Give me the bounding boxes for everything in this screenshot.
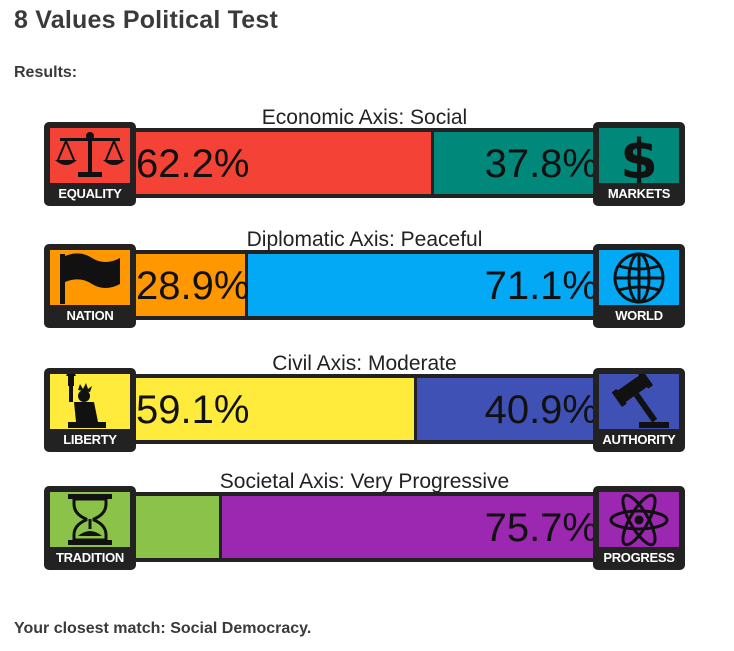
icon-label: WORLD	[615, 308, 663, 323]
icon-label: PROGRESS	[603, 550, 675, 565]
right-percent: 37.8%	[484, 142, 598, 186]
icon-label: NATION	[66, 308, 114, 323]
right-segment	[220, 496, 645, 558]
bar-divider	[431, 132, 435, 194]
scales-icon	[50, 128, 130, 183]
left-percent: 59.1%	[136, 388, 250, 432]
right-segment	[246, 254, 645, 316]
icon-label: MARKETS	[607, 186, 671, 201]
right-percent: 40.9%	[484, 388, 598, 432]
right-percent: 75.7%	[484, 506, 598, 550]
hourglass-icon	[50, 492, 130, 547]
equality-badge: EQUALITY	[44, 122, 136, 206]
bar-divider	[414, 378, 418, 440]
right-percent: 71.1%	[484, 264, 598, 308]
axis-bar: 28.9% 71.1%	[84, 250, 645, 320]
axis-title: Civil Axis: Moderate	[272, 352, 457, 375]
icon-label: EQUALITY	[58, 186, 122, 201]
tradition-badge: TRADITION	[44, 486, 136, 570]
page-title: 8 Values Political Test	[14, 6, 278, 34]
liberty-badge: LIBERTY	[44, 368, 136, 452]
axis-diplomatic: Diplomatic Axis: Peaceful 28.9% 71.1% NA…	[44, 228, 685, 354]
left-segment	[84, 132, 433, 194]
world-badge: WORLD	[593, 244, 685, 328]
icon-label: AUTHORITY	[602, 432, 676, 447]
axis-bar: 62.2% 37.8%	[84, 128, 645, 198]
icon-label: TRADITION	[55, 550, 125, 565]
gavel-icon	[599, 374, 679, 429]
bar-divider	[244, 254, 248, 316]
left-percent: 62.2%	[136, 142, 250, 186]
axis-bar: 59.1% 40.9%	[84, 374, 645, 444]
axis-societal: Societal Axis: Very Progressive 75.7% TR…	[44, 470, 685, 596]
bar-divider	[218, 496, 222, 558]
dollar-icon: $	[599, 128, 679, 183]
atom-icon	[599, 492, 679, 547]
globe-icon	[599, 250, 679, 305]
results-label: Results:	[14, 64, 78, 81]
axis-economic: Economic Axis: Social 62.2% 37.8% EQUALI…	[44, 106, 685, 232]
statue-of-liberty-icon	[50, 374, 130, 429]
axis-title: Societal Axis: Very Progressive	[219, 470, 510, 493]
authority-badge: AUTHORITY	[593, 368, 685, 452]
axis-title: Economic Axis: Social	[261, 106, 468, 129]
left-percent: 28.9%	[136, 264, 250, 308]
axis-bar: 75.7%	[84, 492, 645, 562]
nation-badge: NATION	[44, 244, 136, 328]
markets-badge: $ MARKETS	[593, 122, 685, 206]
closest-match: Your closest match: Social Democracy.	[14, 620, 312, 637]
flag-icon	[50, 250, 130, 305]
svg-text:$: $	[620, 128, 658, 183]
progress-badge: PROGRESS	[593, 486, 685, 570]
axis-title: Diplomatic Axis: Peaceful	[246, 228, 483, 251]
axis-civil: Civil Axis: Moderate 59.1% 40.9% LIBERTY	[44, 352, 685, 478]
icon-label: LIBERTY	[63, 432, 117, 447]
left-segment	[84, 378, 416, 440]
